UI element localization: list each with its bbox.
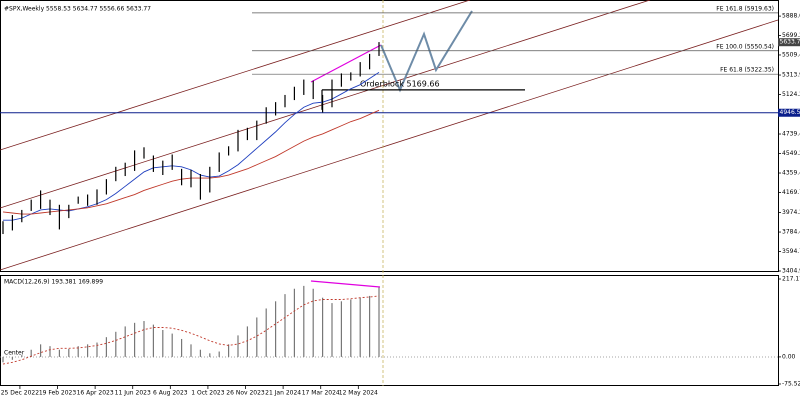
macd-title: MACD(12,26,9) 193.381 169.899 bbox=[4, 279, 103, 286]
macd-bar bbox=[58, 349, 60, 357]
chart-title: #SPX,Weekly 5558.53 5634.77 5556.66 5633… bbox=[4, 6, 151, 13]
macd-bar bbox=[181, 338, 183, 357]
y-tick-label: 217.177 bbox=[782, 276, 800, 283]
macd-bar bbox=[350, 299, 352, 357]
y-tick-label: 4169.7 bbox=[782, 189, 800, 196]
macd-bar bbox=[303, 285, 305, 357]
center-label: Center bbox=[4, 350, 25, 357]
y-tick-label: 5509.45 bbox=[782, 51, 800, 58]
macd-bar bbox=[134, 322, 136, 357]
price-divergence-line bbox=[310, 44, 382, 83]
fib-label: FE 100.0 (5550.54) bbox=[716, 43, 774, 50]
macd-bar bbox=[331, 303, 333, 357]
macd-bar bbox=[2, 356, 4, 363]
macd-bar bbox=[228, 344, 230, 357]
macd-bar bbox=[256, 317, 258, 357]
macd-bar bbox=[312, 288, 314, 357]
macd-bar bbox=[369, 295, 371, 357]
macd-bar bbox=[265, 308, 267, 357]
x-tick-label: 17 Mar 2024 bbox=[302, 390, 340, 397]
y-tick-label: 5699.2 bbox=[782, 32, 800, 39]
macd-bar bbox=[190, 344, 192, 357]
y-tick-label: -75.529 bbox=[782, 381, 800, 388]
macd-bar bbox=[96, 342, 98, 357]
macd-bar bbox=[87, 344, 89, 357]
x-tick-label: 1 Oct 2023 bbox=[191, 390, 224, 397]
y-tick-label: 3404.95 bbox=[782, 268, 800, 275]
macd-bar bbox=[124, 326, 126, 357]
macd-bar bbox=[378, 287, 380, 357]
macd-bar bbox=[77, 346, 79, 357]
macd-bar bbox=[68, 349, 70, 357]
y-tick-label: 4359.45 bbox=[782, 170, 800, 177]
macd-bar bbox=[246, 326, 248, 357]
x-tick-label: 6 Aug 2023 bbox=[153, 390, 188, 397]
current-price-label: 5633.77 bbox=[780, 39, 800, 46]
x-tick-label: 21 Jan 2024 bbox=[265, 390, 301, 397]
macd-bar bbox=[40, 344, 42, 357]
macd-bar bbox=[152, 324, 154, 357]
y-tick-label: 5124.2 bbox=[782, 91, 800, 98]
macd-panel-frame bbox=[0, 275, 779, 386]
macd-signal bbox=[2, 295, 380, 365]
macd-bar bbox=[171, 333, 173, 357]
fib-label: FE 161.8 (5919.63) bbox=[716, 5, 774, 12]
macd-bar bbox=[49, 346, 51, 357]
macd-bar bbox=[359, 297, 361, 357]
macd-bar bbox=[199, 349, 201, 357]
x-tick-label: 25 Dec 2022 bbox=[1, 390, 40, 397]
macd-bar bbox=[209, 353, 211, 357]
channel-lines bbox=[0, 0, 779, 271]
y-tick-label: 5313.95 bbox=[782, 72, 800, 79]
macd-bar bbox=[284, 294, 286, 357]
y-tick-label: 3594.7 bbox=[782, 248, 800, 255]
macd-bar bbox=[11, 356, 13, 360]
macd-bar bbox=[293, 288, 295, 357]
macd-divergence-line bbox=[310, 280, 381, 288]
channel-lower bbox=[0, 19, 779, 271]
fib-label: FE 61.8 (5322.35) bbox=[720, 67, 774, 74]
macd-bar bbox=[105, 337, 107, 357]
y-tick-label: 3784.45 bbox=[782, 229, 800, 236]
macd-bar bbox=[218, 351, 220, 357]
price-panel-frame bbox=[0, 0, 779, 272]
x-tick-label: 26 Nov 2023 bbox=[226, 390, 265, 397]
macd-bar bbox=[30, 349, 32, 357]
support-price-label: 4946.59 bbox=[780, 109, 800, 116]
support-price-box bbox=[778, 108, 800, 117]
x-tick-label: 12 May 2024 bbox=[339, 390, 378, 397]
y-tick-label: 4549.2 bbox=[782, 150, 800, 157]
macd-bar bbox=[237, 335, 239, 357]
x-tick-label: 16 Apr 2023 bbox=[77, 390, 114, 397]
orderblock-label: Orderblock 5169.66 bbox=[360, 79, 440, 88]
y-tick-label: 0.00 bbox=[782, 353, 796, 360]
y-tick-label: 4739.45 bbox=[782, 131, 800, 138]
macd-bar bbox=[162, 330, 164, 357]
macd-bar bbox=[115, 331, 117, 357]
channel-middle bbox=[0, 0, 651, 209]
macd-bar bbox=[21, 355, 23, 357]
channel-upper bbox=[0, 0, 471, 151]
x-tick-label: 19 Feb 2023 bbox=[39, 390, 77, 397]
current-price-box bbox=[778, 38, 800, 47]
y-tick-label: 3974.2 bbox=[782, 209, 800, 216]
projected-path bbox=[380, 10, 473, 93]
macd-bar bbox=[340, 301, 342, 357]
y-tick-label: 5888.06 bbox=[782, 13, 800, 20]
x-tick-label: 11 Jun 2023 bbox=[115, 390, 151, 397]
macd-bar bbox=[143, 321, 145, 357]
macd-bar bbox=[275, 301, 277, 357]
macd-bar bbox=[322, 297, 324, 357]
